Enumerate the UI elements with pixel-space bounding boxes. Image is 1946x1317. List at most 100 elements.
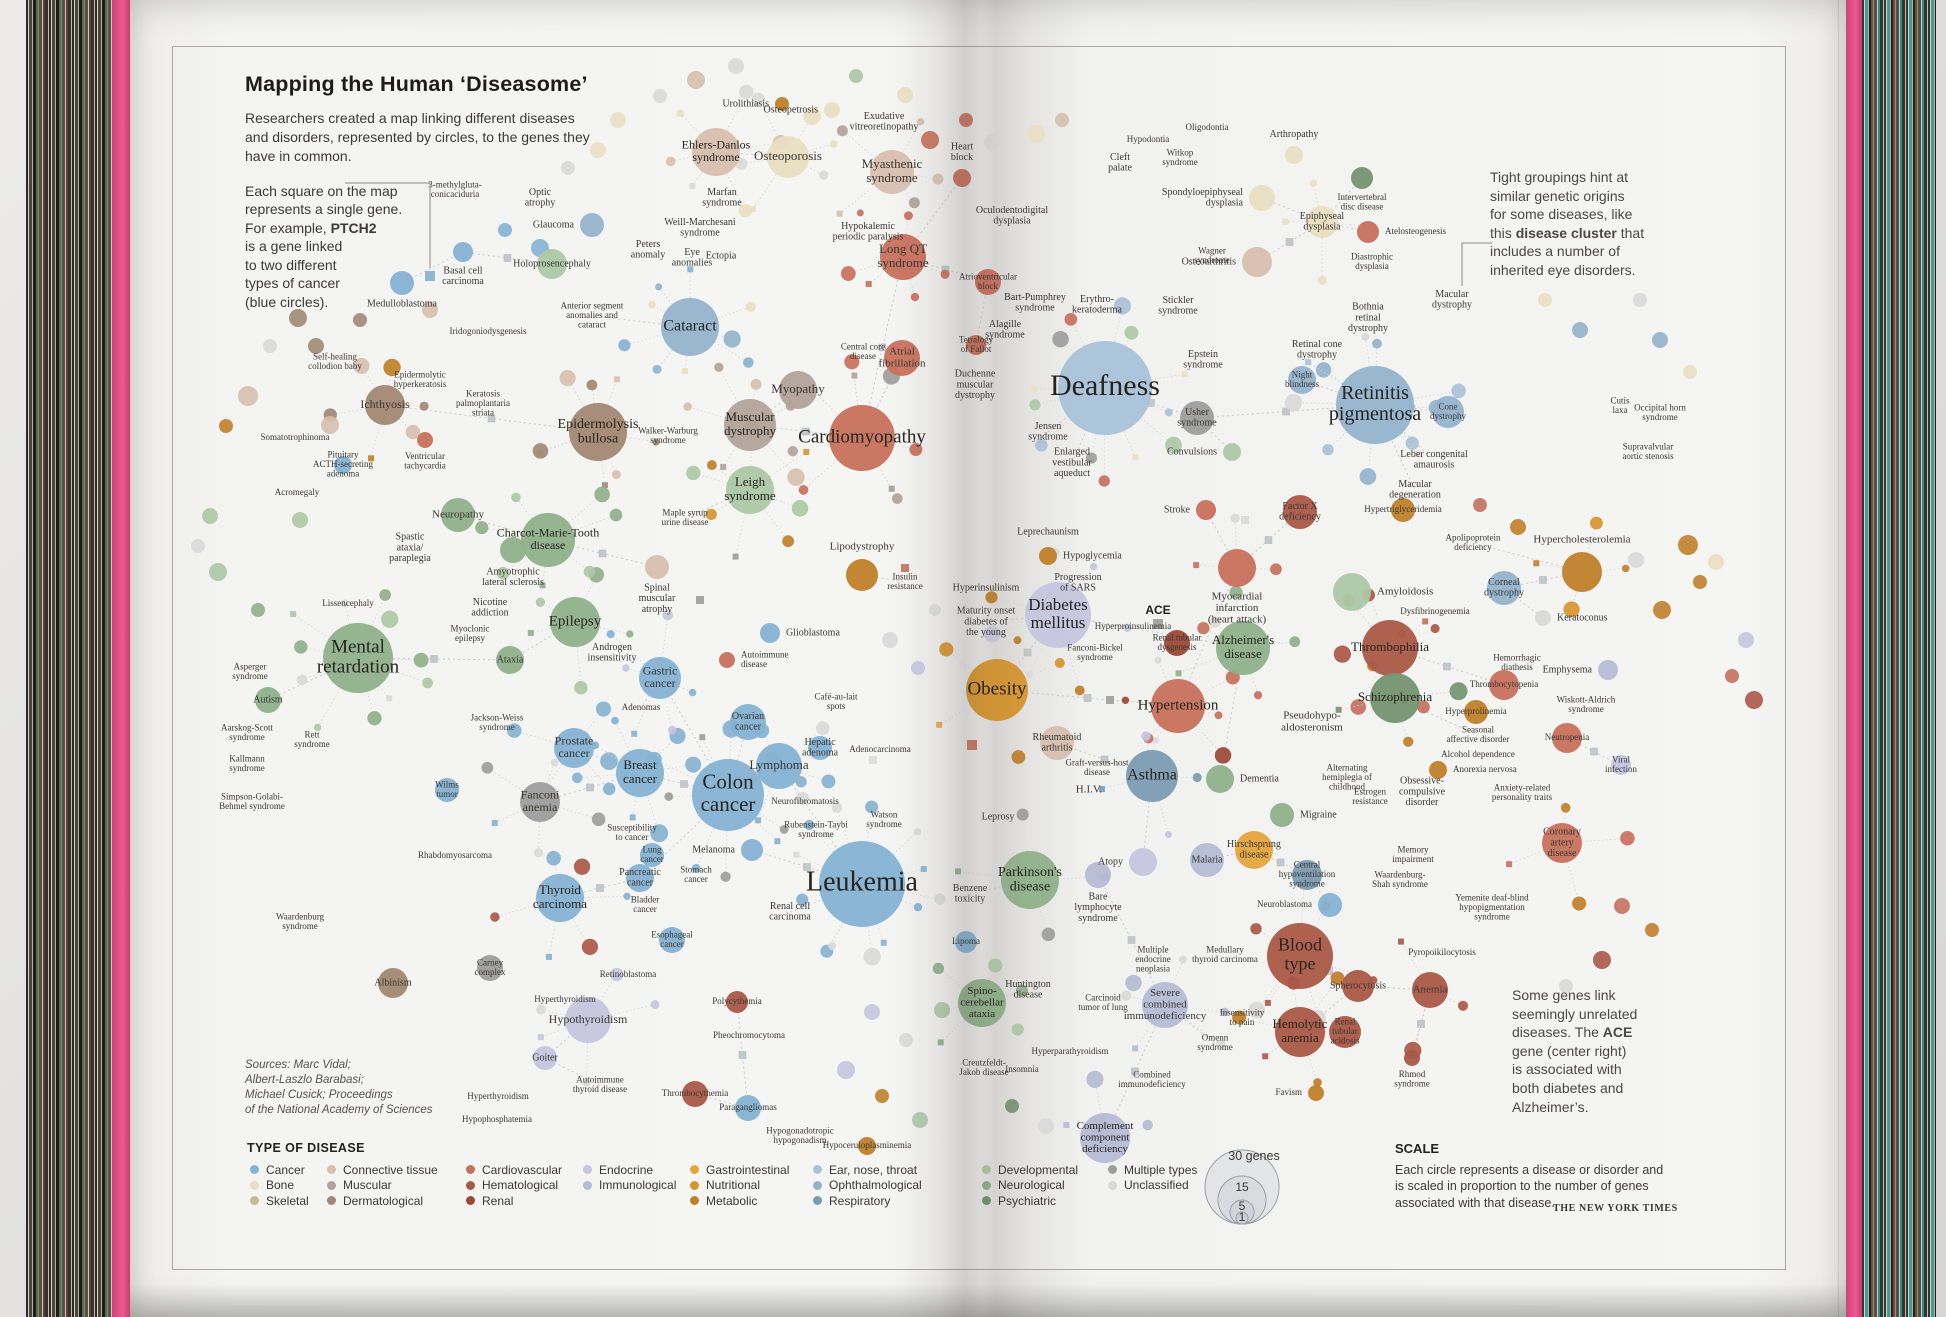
loose-node [875, 1089, 889, 1103]
satellite-node [706, 460, 717, 471]
satellite-edge [1367, 443, 1372, 477]
label-alagille: Alagille syndrome [985, 319, 1025, 341]
satellite-edge [607, 379, 618, 405]
satellite-edge [481, 527, 522, 536]
gene-square [430, 655, 438, 663]
loose-node [1678, 535, 1698, 555]
label-arthropathy: Arthropathy [1270, 129, 1319, 140]
legend-label: Cancer [266, 1162, 305, 1177]
node-heartblock [953, 169, 971, 187]
satellite-node [535, 597, 545, 607]
satellite-node [983, 625, 1001, 643]
annotation-disease-cluster: Tight groupings hint at similar genetic o… [1490, 169, 1645, 279]
satellite-node [1141, 731, 1151, 741]
label-lissencephaly: Lissencephaly [322, 598, 374, 608]
label-retinalcone: Retinal cone dystrophy [1292, 339, 1343, 361]
label-maculardeg: Macular degeneration [1389, 479, 1441, 501]
node-neutropenia [1552, 723, 1582, 753]
satellite-node [798, 485, 809, 495]
satellite-node [1013, 636, 1022, 645]
label-migraine: Migraine [1300, 809, 1337, 820]
satellite-node [496, 566, 510, 580]
satellite-edge [390, 669, 428, 684]
label-marfan: Marfan syndrome [702, 187, 742, 209]
label-deafness: Deafness [1050, 369, 1160, 402]
loose-node [1628, 552, 1644, 568]
satellite-node [903, 211, 913, 221]
satellite-node [594, 486, 610, 503]
satellite-edge [940, 1019, 965, 1043]
label-obesity: Obesity [967, 678, 1027, 699]
label-fallot: Tetralogy of Fallot [959, 334, 994, 354]
node-colon [692, 759, 764, 831]
satellite-node [1214, 747, 1232, 764]
loose-node [1693, 575, 1707, 589]
satellite-node [1359, 468, 1377, 485]
gene-square [1285, 238, 1294, 246]
satellite-node [1457, 1000, 1469, 1011]
node-deafness [1058, 341, 1152, 435]
satellite-edge [514, 730, 555, 743]
satellite-edge [761, 730, 770, 746]
satellite-edge [722, 446, 737, 468]
page-edges-right [1862, 0, 1936, 1317]
node-rta [1329, 1016, 1361, 1048]
satellite-node [1284, 393, 1303, 412]
satellite-node [413, 652, 429, 668]
label-nicotine: Nicotine addiction [471, 597, 508, 619]
label-alcohol: Alcohol dependence [1441, 749, 1515, 759]
satellite-edge [576, 646, 582, 688]
loose-node [897, 87, 913, 103]
node-thrombocythemia [682, 1081, 708, 1107]
gene-square [1106, 696, 1114, 704]
satellite-edge [853, 375, 859, 406]
loose-node [1645, 923, 1659, 937]
satellite-node [667, 725, 677, 735]
endpaper-pink-right [1846, 0, 1862, 1317]
label-medullary: Medullary thyroid carcinoma [1192, 944, 1258, 964]
legend-column-7: Multiple types Unclassified [1108, 1162, 1197, 1193]
label-hypertension: Hypertension [1138, 697, 1219, 713]
node-paragang [735, 1095, 761, 1121]
satellite-node [511, 492, 521, 503]
node-hemolytic [1275, 1007, 1325, 1057]
label-memory: Memory impairment [1392, 844, 1434, 864]
satellite-edge [1264, 1045, 1280, 1057]
gene-square [596, 884, 604, 892]
page-edges-left [26, 0, 112, 1317]
satellite-node [720, 871, 731, 882]
satellite-node [665, 156, 676, 167]
satellite-node [405, 424, 421, 440]
gene-square [755, 817, 762, 824]
node-lymphoma [756, 743, 802, 789]
satellite-node [379, 589, 391, 601]
node-parkinsons [1001, 851, 1059, 909]
label-neuropathy: Neuropathy [432, 509, 484, 521]
label-leber: Leber congenital amaurosis [1400, 449, 1468, 471]
node-chs [1292, 860, 1322, 890]
gene-square [1282, 218, 1289, 225]
satellite-node [1350, 699, 1367, 715]
gene-square [1175, 670, 1182, 677]
label-estrogen: Estrogen resistance [1352, 786, 1387, 806]
satellite-node [595, 701, 612, 717]
loose-node [251, 603, 265, 617]
label-combimm: Combined immunodeficiency [1118, 1069, 1186, 1089]
satellite-node [714, 362, 724, 372]
legend-dot-cardio [466, 1165, 475, 1175]
label-wagner: Wagner syndrome [1194, 245, 1230, 265]
satellite-node [909, 442, 923, 456]
satellite-edge [633, 696, 652, 734]
legend-item-nutr: Nutritional [690, 1178, 789, 1194]
satellite-edge [624, 334, 663, 346]
label-neutropenia: Neutropenia [1545, 732, 1589, 742]
satellite-node [618, 339, 631, 352]
satellite-edge [1338, 702, 1371, 711]
gene-square [1276, 858, 1285, 867]
label-leprosy: Leprosy [982, 811, 1015, 822]
legend-dot-renal [466, 1196, 475, 1206]
label-alzheimers: Alzheimer's disease [1212, 632, 1274, 661]
satellite-node [913, 902, 923, 912]
satellite-node [1074, 685, 1085, 696]
legend-dot-resp [813, 1196, 822, 1206]
